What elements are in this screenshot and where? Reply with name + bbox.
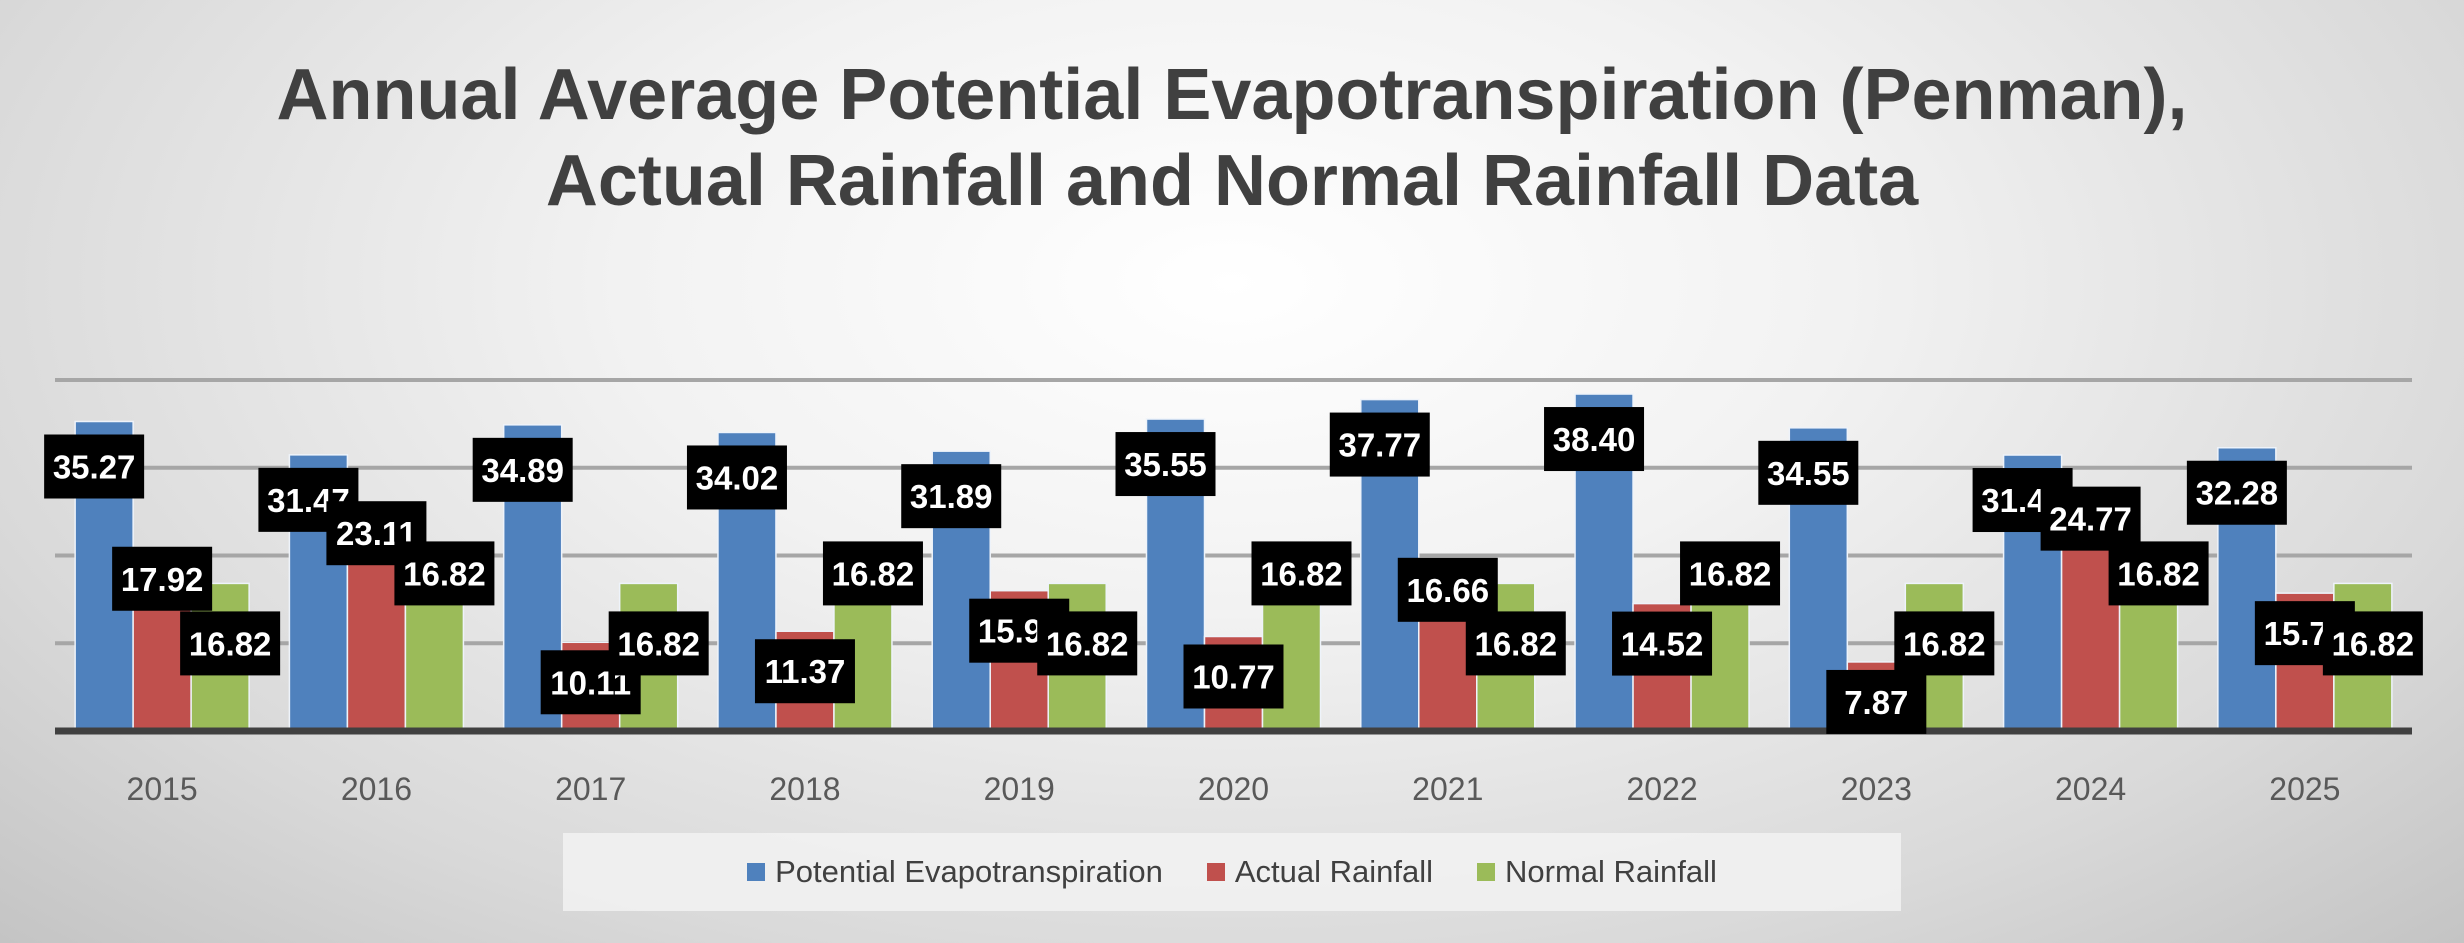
x-tick-label: 2023 bbox=[1841, 771, 1912, 807]
data-label-box bbox=[1680, 541, 1781, 606]
data-label: 16.82 bbox=[832, 555, 915, 592]
data-label-box bbox=[1037, 611, 1138, 676]
data-label: 31.89 bbox=[910, 478, 993, 515]
legend-item-pet: Potential Evapotranspiration bbox=[747, 854, 1163, 890]
x-tick-label: 2024 bbox=[2055, 771, 2126, 807]
data-label-box bbox=[1183, 644, 1284, 709]
data-label-box bbox=[1465, 611, 1566, 676]
data-label-box bbox=[1894, 611, 1995, 676]
data-label-box bbox=[112, 546, 213, 611]
data-label: 34.55 bbox=[1767, 455, 1850, 492]
x-tick-label: 2025 bbox=[2269, 771, 2340, 807]
data-label: 35.27 bbox=[53, 449, 136, 486]
data-label: 10.77 bbox=[1192, 658, 1275, 695]
chart-title: Annual Average Potential Evapotranspirat… bbox=[0, 52, 2464, 224]
data-label: 34.02 bbox=[696, 459, 779, 496]
data-label: 16.82 bbox=[1260, 555, 1343, 592]
legend-label-actual: Actual Rainfall bbox=[1234, 854, 1433, 889]
data-label-box bbox=[686, 445, 787, 510]
title-line-1: Annual Average Potential Evapotranspirat… bbox=[276, 55, 2188, 135]
legend: Potential Evapotranspiration Actual Rain… bbox=[563, 833, 1901, 911]
data-label: 16.82 bbox=[1689, 555, 1772, 592]
data-label: 16.82 bbox=[2332, 625, 2415, 662]
data-label-box bbox=[901, 464, 1002, 529]
data-label-box bbox=[608, 611, 709, 676]
data-label: 16.82 bbox=[1474, 625, 1557, 662]
data-label-box bbox=[822, 541, 923, 606]
data-label: 16.82 bbox=[2117, 555, 2200, 592]
data-label-box bbox=[1329, 412, 1430, 477]
bar-2-2024 bbox=[2118, 582, 2179, 732]
data-label: 38.40 bbox=[1553, 421, 1636, 458]
data-label: 11.37 bbox=[765, 653, 846, 690]
legend-swatch-pet bbox=[747, 863, 766, 881]
data-label: 16.66 bbox=[1406, 572, 1489, 609]
data-label-box bbox=[1544, 407, 1645, 472]
bar-2-2016 bbox=[404, 582, 465, 732]
data-label: 24.77 bbox=[2049, 501, 2132, 538]
legend-item-actual: Actual Rainfall bbox=[1206, 854, 1433, 890]
data-label-box bbox=[1115, 432, 1216, 497]
data-label: 16.82 bbox=[1046, 625, 1129, 662]
data-label: 14.52 bbox=[1621, 626, 1704, 663]
data-label: 17.92 bbox=[121, 561, 204, 598]
x-tick-label: 2016 bbox=[341, 771, 412, 807]
data-label: 16.82 bbox=[403, 555, 486, 592]
data-label-box bbox=[2040, 486, 2141, 551]
x-tick-label: 2022 bbox=[1626, 771, 1697, 807]
data-label-box bbox=[180, 611, 281, 676]
x-tick-label: 2018 bbox=[769, 771, 840, 807]
x-tick-label: 2015 bbox=[127, 771, 198, 807]
data-label-box bbox=[1758, 440, 1859, 505]
data-label-box bbox=[1251, 541, 1352, 606]
data-label-box bbox=[1826, 669, 1927, 734]
data-label-box bbox=[2186, 460, 2287, 525]
data-label-box bbox=[394, 541, 495, 606]
data-label-box bbox=[2108, 541, 2209, 606]
legend-label-normal: Normal Rainfall bbox=[1505, 854, 1717, 889]
legend-label-pet: Potential Evapotranspiration bbox=[775, 854, 1163, 889]
data-label: 34.89 bbox=[481, 452, 564, 489]
data-label-box bbox=[2322, 611, 2423, 676]
legend-swatch-normal bbox=[1477, 863, 1495, 881]
title-line-2: Actual Rainfall and Normal Rainfall Data bbox=[545, 141, 1919, 221]
data-label-box bbox=[1397, 557, 1498, 622]
x-tick-label: 2021 bbox=[1412, 771, 1483, 807]
data-label: 32.28 bbox=[2196, 475, 2279, 512]
x-tick-label: 2019 bbox=[984, 771, 1055, 807]
x-tick-label: 2020 bbox=[1198, 771, 1269, 807]
data-label-box bbox=[754, 639, 855, 704]
data-label: 7.87 bbox=[1844, 684, 1908, 721]
data-label: 35.55 bbox=[1124, 446, 1207, 483]
data-label: 37.77 bbox=[1338, 427, 1421, 464]
x-tick-label: 2017 bbox=[555, 771, 626, 807]
legend-item-normal: Normal Rainfall bbox=[1477, 854, 1717, 890]
data-label: 16.82 bbox=[1903, 625, 1986, 662]
data-label: 16.82 bbox=[189, 625, 272, 662]
data-label-box bbox=[44, 434, 145, 499]
data-label-box bbox=[1612, 611, 1713, 676]
data-label-box bbox=[472, 437, 573, 502]
data-label: 16.82 bbox=[617, 625, 700, 662]
legend-swatch-actual bbox=[1206, 863, 1225, 881]
